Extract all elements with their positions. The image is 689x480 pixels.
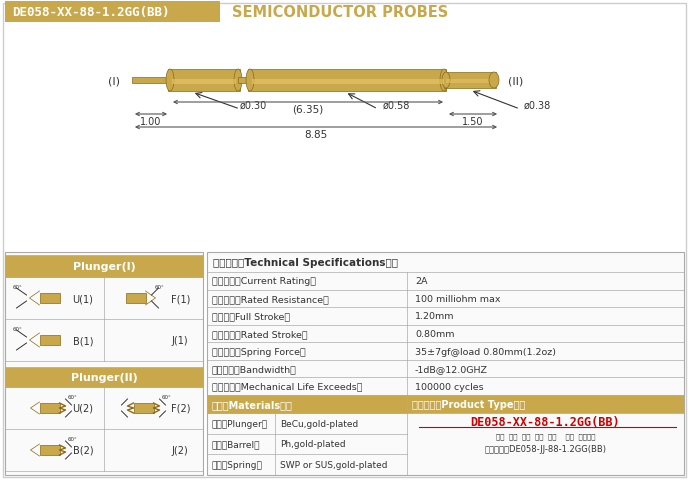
Text: (II): (II) [508, 76, 523, 86]
Polygon shape [30, 291, 39, 305]
Text: F(2): F(2) [172, 403, 191, 413]
Text: 额定电阵（Rated Resistance）: 额定电阵（Rated Resistance） [212, 294, 329, 303]
Text: 100000 cycles: 100000 cycles [415, 382, 484, 391]
Ellipse shape [129, 333, 152, 347]
Bar [252, 80, 444, 85]
Text: 材质（Materials）：: 材质（Materials）： [212, 399, 293, 409]
Ellipse shape [489, 73, 499, 89]
Bar [39, 293, 59, 303]
Text: DE058-XX-88-1.2GG(BB): DE058-XX-88-1.2GG(BB) [12, 6, 169, 19]
Text: 0.80mm: 0.80mm [415, 329, 455, 338]
Text: 满行程（Full Stroke）: 满行程（Full Stroke） [212, 312, 290, 321]
Bar [5, 367, 203, 387]
Text: 2A: 2A [415, 276, 427, 286]
Text: Plunger(I): Plunger(I) [72, 262, 135, 271]
Text: Plunger(II): Plunger(II) [71, 372, 137, 382]
Bar [134, 403, 154, 413]
Text: 弹簧（Spring）: 弹簧（Spring） [211, 460, 262, 469]
Text: 100 milliohm max: 100 milliohm max [415, 294, 500, 303]
Text: 60°: 60° [68, 394, 77, 399]
Text: U(1): U(1) [72, 293, 94, 303]
Text: (6.35): (6.35) [292, 105, 324, 115]
Text: BeCu,gold-plated: BeCu,gold-plated [280, 419, 358, 428]
Text: B(2): B(2) [72, 445, 93, 455]
Text: 60°: 60° [154, 285, 164, 289]
Polygon shape [30, 333, 39, 347]
Text: 额定电流（Current Rating）: 额定电流（Current Rating） [212, 276, 316, 286]
Text: J(1): J(1) [172, 336, 188, 345]
Bar [5, 255, 203, 277]
Bar [39, 403, 59, 413]
Text: 订购举例：DE058-JJ-88-1.2GG(BB): 订购举例：DE058-JJ-88-1.2GG(BB) [484, 444, 606, 454]
Text: 1.00: 1.00 [141, 117, 162, 127]
Text: (I): (I) [108, 76, 120, 86]
Text: SEMICONDUCTOR PROBES: SEMICONDUCTOR PROBES [232, 5, 449, 20]
Bar [407, 395, 684, 413]
Bar [446, 80, 492, 84]
Text: -1dB@12.0GHZ: -1dB@12.0GHZ [415, 364, 488, 373]
Polygon shape [30, 444, 39, 456]
Text: 35±7gf@load 0.80mm(1.2oz): 35±7gf@load 0.80mm(1.2oz) [415, 347, 556, 356]
Text: ø0.58: ø0.58 [382, 101, 410, 111]
Polygon shape [145, 291, 156, 305]
Bar [39, 445, 59, 455]
Bar [444, 73, 496, 89]
Polygon shape [30, 402, 39, 414]
Text: SWP or SUS,gold-plated: SWP or SUS,gold-plated [280, 460, 387, 469]
Text: ø0.38: ø0.38 [524, 101, 551, 111]
Text: B(1): B(1) [72, 336, 93, 345]
Text: F(1): F(1) [172, 293, 191, 303]
Bar [172, 80, 236, 85]
Ellipse shape [166, 70, 174, 92]
Bar [238, 78, 250, 84]
Bar [168, 70, 240, 92]
Text: 60°: 60° [161, 394, 172, 399]
Ellipse shape [132, 443, 156, 457]
Text: DE058-XX-88-1.2GG(BB): DE058-XX-88-1.2GG(BB) [471, 416, 620, 429]
Text: 8.85: 8.85 [305, 130, 328, 140]
Text: 成品型号（Product Type）：: 成品型号（Product Type）： [412, 399, 525, 409]
Text: 60°: 60° [12, 326, 22, 331]
Ellipse shape [442, 73, 450, 89]
Bar [207, 252, 684, 475]
Bar [207, 395, 407, 413]
Text: 频率带宽（Bandwidth）: 频率带宽（Bandwidth） [212, 364, 297, 373]
Text: J(2): J(2) [172, 445, 188, 455]
Text: 系列  规格  头型  行程  弹力    門金  针头材质: 系列 规格 头型 行程 弹力 門金 针头材质 [496, 433, 595, 439]
Text: 针管（Barrel）: 针管（Barrel） [211, 440, 260, 449]
Text: 额定行程（Rated Stroke）: 额定行程（Rated Stroke） [212, 329, 307, 338]
Bar [39, 336, 59, 345]
Text: U(2): U(2) [72, 403, 94, 413]
Text: 60°: 60° [12, 285, 22, 289]
Text: 1.50: 1.50 [462, 117, 484, 127]
Ellipse shape [246, 70, 254, 92]
Bar [132, 78, 170, 84]
Text: 针头（Plunger）: 针头（Plunger） [211, 419, 267, 428]
Bar [5, 252, 203, 475]
Text: 60°: 60° [68, 436, 77, 441]
Text: ø0.30: ø0.30 [239, 101, 267, 111]
Ellipse shape [234, 70, 242, 92]
Text: 测试寿命（Mechanical Life Exceeds）: 测试寿命（Mechanical Life Exceeds） [212, 382, 362, 391]
Text: Ph,gold-plated: Ph,gold-plated [280, 440, 346, 449]
Bar [5, 2, 220, 23]
Text: 1.20mm: 1.20mm [415, 312, 455, 321]
Text: 技术要求（Technical Specifications）：: 技术要求（Technical Specifications）： [213, 257, 398, 267]
Ellipse shape [440, 70, 448, 92]
Bar [248, 70, 446, 92]
Bar [125, 293, 145, 303]
Text: 额定弹力（Spring Force）: 额定弹力（Spring Force） [212, 347, 306, 356]
